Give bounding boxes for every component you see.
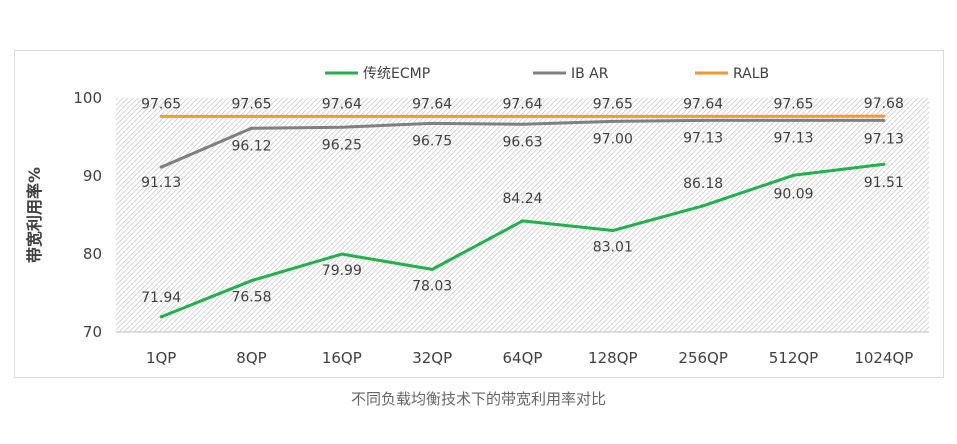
x-tick-label: 512QP: [769, 349, 818, 367]
y-tick-label: 70: [83, 323, 102, 341]
data-point: [792, 114, 795, 118]
data-point: [701, 114, 705, 118]
data-point: [250, 279, 253, 283]
data-label: 97.13: [864, 131, 904, 147]
data-label: 97.64: [322, 96, 362, 112]
legend-label: RALB: [733, 66, 769, 82]
data-label: 97.65: [593, 96, 633, 112]
data-point: [792, 118, 795, 122]
data-point: [701, 118, 705, 122]
data-label: 96.75: [412, 133, 452, 149]
data-point: [792, 173, 795, 177]
line-chart: 传统ECMP IB AR RALB 70 80 90 100 1QP 8QP 16QP 32QP…: [25, 66, 929, 367]
data-point: [250, 114, 253, 118]
data-point: [611, 119, 615, 123]
data-point: [611, 229, 615, 233]
legend-label: IB AR: [571, 66, 609, 82]
x-tick-label: 16QP: [322, 349, 362, 367]
data-label: 97.68: [864, 96, 904, 112]
data-point: [340, 252, 344, 256]
data-label: 71.94: [141, 290, 181, 306]
data-point: [159, 165, 163, 169]
x-tick-label: 1024QP: [854, 349, 913, 367]
data-label: 97.00: [593, 131, 633, 147]
data-point: [340, 125, 344, 129]
data-point: [882, 114, 886, 118]
data-label: 79.99: [322, 263, 362, 279]
data-label: 86.18: [683, 176, 723, 192]
data-point: [882, 162, 886, 166]
y-axis: 70 80 90 100: [73, 89, 102, 341]
data-point: [521, 114, 524, 118]
data-label: 97.64: [683, 96, 723, 112]
series-1: 91.13 96.12 96.25 96.75 96.63 97.00 97.13 97.13…: [141, 118, 904, 191]
x-tick-label: 1QP: [146, 349, 176, 367]
data-label: 90.09: [773, 186, 813, 202]
legend-label: 传统ECMP: [363, 66, 430, 82]
data-label: 83.01: [593, 240, 633, 256]
x-tick-label: 128QP: [588, 349, 637, 367]
legend: 传统ECMP IB AR RALB: [325, 66, 769, 82]
data-label: 97.65: [773, 96, 813, 112]
data-point: [159, 315, 163, 319]
data-label: 91.13: [141, 175, 181, 191]
y-tick-label: 100: [73, 89, 102, 107]
data-label: 91.51: [864, 175, 904, 191]
data-point: [521, 122, 524, 126]
data-label: 78.03: [412, 278, 452, 294]
y-tick-label: 80: [83, 245, 102, 263]
data-label: 76.58: [231, 290, 271, 306]
data-label: 97.13: [773, 130, 813, 146]
data-point: [159, 114, 163, 118]
data-point: [611, 114, 615, 118]
data-label: 96.25: [322, 137, 362, 153]
data-point: [430, 114, 434, 118]
data-point: [701, 204, 705, 208]
data-point: [882, 118, 886, 122]
series-2: 97.65 97.65 97.64 97.64 97.64 97.65 97.64 97.65…: [141, 96, 904, 118]
data-label: 97.64: [502, 96, 542, 112]
chart-caption: 不同负载均衡技术下的带宽利用率对比: [350, 390, 606, 408]
plot-area: [116, 98, 929, 332]
x-tick-label: 256QP: [678, 349, 727, 367]
data-label: 96.12: [231, 138, 271, 154]
x-axis: 1QP 8QP 16QP 32QP 64QP 128QP 256QP 512QP 1024QP: [116, 331, 929, 367]
data-point: [430, 121, 434, 125]
data-point: [250, 126, 253, 130]
y-tick-label: 90: [83, 167, 102, 185]
data-label: 97.65: [231, 96, 271, 112]
data-label: 97.64: [412, 96, 452, 112]
x-tick-label: 32QP: [412, 349, 452, 367]
x-tick-label: 64QP: [503, 349, 543, 367]
series-0: 71.94 76.58 79.99 78.03 84.24 83.01 86.18 90.09…: [141, 162, 904, 319]
data-point: [430, 267, 434, 271]
data-point: [340, 114, 344, 118]
series-layer: 71.94 76.58 79.99 78.03 84.24 83.01 86.18 90.09…: [141, 96, 904, 319]
data-label: 96.63: [502, 134, 542, 150]
data-label: 97.13: [683, 130, 723, 146]
y-axis-label: 带宽利用率%: [25, 167, 44, 263]
data-label: 97.65: [141, 96, 181, 112]
chart-frame: 传统ECMP IB AR RALB 70 80 90 100 1QP 8QP 16QP 32QP…: [14, 50, 944, 378]
data-label: 84.24: [502, 191, 542, 207]
x-tick-label: 8QP: [236, 349, 266, 367]
data-point: [521, 219, 524, 223]
